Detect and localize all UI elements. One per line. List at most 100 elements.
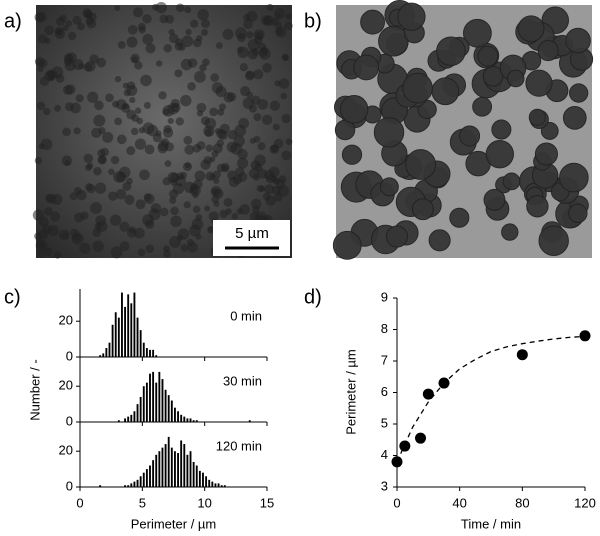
texture — [46, 69, 56, 79]
texture — [35, 240, 48, 252]
texture — [231, 212, 239, 220]
texture — [195, 213, 203, 221]
texture — [123, 89, 131, 97]
x-tick-label: 10 — [197, 495, 211, 510]
bar — [164, 389, 167, 422]
texture — [130, 127, 139, 136]
texture — [278, 78, 290, 89]
texture — [110, 155, 120, 165]
texture — [119, 221, 130, 232]
bar — [99, 485, 102, 487]
texture — [251, 198, 262, 210]
bar — [170, 447, 173, 487]
x-tick-label: 5 — [139, 495, 146, 510]
texture — [164, 160, 172, 167]
texture — [34, 156, 43, 165]
texture — [87, 91, 99, 103]
bar — [139, 476, 142, 487]
texture — [36, 101, 46, 111]
y-tick-label: 3 — [381, 478, 388, 493]
point — [415, 432, 426, 444]
texture — [540, 122, 559, 140]
texture — [230, 142, 243, 155]
y-tick-label: 4 — [381, 447, 388, 462]
y-tick-label: 0 — [66, 348, 73, 363]
texture — [134, 107, 142, 114]
point — [399, 440, 411, 452]
texture — [62, 25, 69, 32]
texture — [45, 194, 54, 203]
texture — [247, 38, 260, 51]
texture — [402, 72, 433, 104]
texture — [92, 240, 104, 252]
texture — [170, 215, 182, 228]
texture — [169, 189, 179, 199]
texture — [38, 34, 48, 44]
y-tick-label: 7 — [381, 352, 388, 367]
texture — [142, 33, 154, 45]
texture — [205, 144, 213, 152]
bar — [195, 420, 198, 422]
texture — [436, 36, 466, 67]
texture — [190, 183, 198, 191]
texture — [211, 150, 219, 158]
bar — [192, 461, 195, 487]
texture — [59, 14, 67, 22]
texture — [170, 179, 177, 186]
texture — [100, 147, 109, 157]
texture — [262, 114, 273, 125]
texture — [485, 139, 514, 169]
texture — [517, 15, 545, 43]
panel-label: a) — [4, 10, 22, 32]
texture — [253, 113, 262, 122]
texture — [222, 28, 234, 40]
y-axis-label: Perimeter / µm — [343, 349, 358, 435]
bar — [133, 292, 136, 357]
texture — [253, 135, 261, 143]
texture — [201, 28, 209, 36]
texture — [252, 205, 260, 214]
texture — [54, 26, 64, 36]
texture — [53, 251, 62, 259]
texture — [272, 123, 280, 131]
texture — [525, 69, 553, 97]
texture — [506, 69, 525, 88]
texture — [200, 116, 210, 126]
texture — [184, 6, 192, 14]
bar — [142, 472, 145, 487]
bar — [99, 355, 102, 357]
bar — [208, 479, 211, 487]
texture — [428, 229, 451, 252]
texture — [138, 127, 146, 134]
bar — [183, 416, 186, 422]
texture — [169, 33, 179, 44]
texture — [219, 103, 227, 111]
texture — [266, 3, 274, 11]
x-tick-label: 15 — [260, 495, 274, 510]
bar — [155, 382, 158, 422]
bar — [248, 420, 251, 422]
texture — [237, 46, 249, 59]
point — [579, 330, 591, 342]
texture — [64, 60, 76, 72]
bar — [152, 371, 155, 422]
texture — [204, 128, 213, 137]
texture — [247, 49, 259, 60]
texture — [537, 40, 559, 62]
texture — [237, 157, 249, 169]
bar — [170, 400, 173, 422]
texture — [122, 102, 129, 110]
texture — [239, 63, 248, 72]
x-tick-label: 40 — [452, 495, 466, 510]
texture — [79, 242, 91, 254]
texture — [235, 27, 247, 39]
bar — [136, 404, 139, 422]
texture — [234, 124, 247, 137]
texture — [227, 92, 237, 102]
texture — [257, 98, 269, 110]
bar — [142, 342, 145, 357]
texture — [142, 14, 152, 24]
bar — [158, 371, 161, 422]
texture — [126, 227, 137, 238]
texture — [145, 244, 155, 254]
